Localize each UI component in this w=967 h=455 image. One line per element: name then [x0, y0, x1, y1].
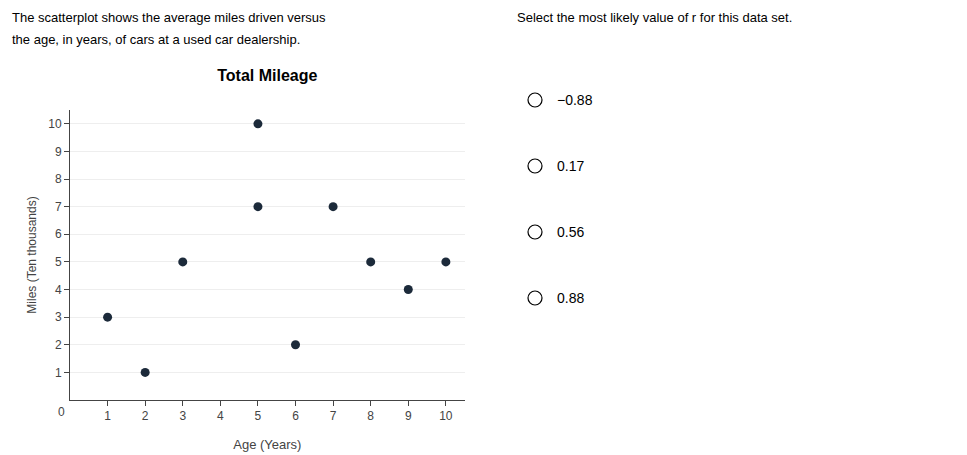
svg-text:2: 2 [142, 409, 149, 423]
svg-text:9: 9 [55, 145, 62, 159]
svg-text:2: 2 [55, 338, 62, 352]
svg-text:7: 7 [330, 409, 337, 423]
svg-text:1: 1 [104, 409, 111, 423]
svg-text:Total Mileage: Total Mileage [217, 67, 317, 84]
svg-text:the age, in years, of cars at: the age, in years, of cars at a used car… [12, 32, 300, 47]
svg-text:3: 3 [179, 409, 186, 423]
svg-text:0: 0 [58, 405, 65, 419]
svg-text:8: 8 [55, 172, 62, 186]
svg-text:8: 8 [367, 409, 374, 423]
svg-text:6: 6 [292, 409, 299, 423]
svg-text:5: 5 [55, 255, 62, 269]
svg-text:Select the most likely value o: Select the most likely value of r for th… [517, 10, 792, 25]
svg-text:10: 10 [48, 117, 62, 131]
svg-text:1: 1 [55, 366, 62, 380]
svg-text:6: 6 [55, 227, 62, 241]
svg-text:0.88: 0.88 [557, 290, 584, 306]
svg-text:Miles (Ten thousands): Miles (Ten thousands) [25, 196, 39, 313]
svg-text:0.56: 0.56 [557, 224, 584, 240]
svg-text:5: 5 [255, 409, 262, 423]
svg-text:4: 4 [217, 409, 224, 423]
svg-text:0.17: 0.17 [557, 158, 584, 174]
svg-text:9: 9 [405, 409, 412, 423]
svg-text:3: 3 [55, 310, 62, 324]
svg-text:Age (Years): Age (Years) [233, 437, 301, 452]
svg-text:10: 10 [439, 409, 453, 423]
svg-text:7: 7 [55, 200, 62, 214]
svg-text:The scatterplot shows the aver: The scatterplot shows the average miles … [12, 10, 326, 25]
svg-text:−0.88: −0.88 [557, 92, 593, 108]
svg-text:4: 4 [55, 283, 62, 297]
